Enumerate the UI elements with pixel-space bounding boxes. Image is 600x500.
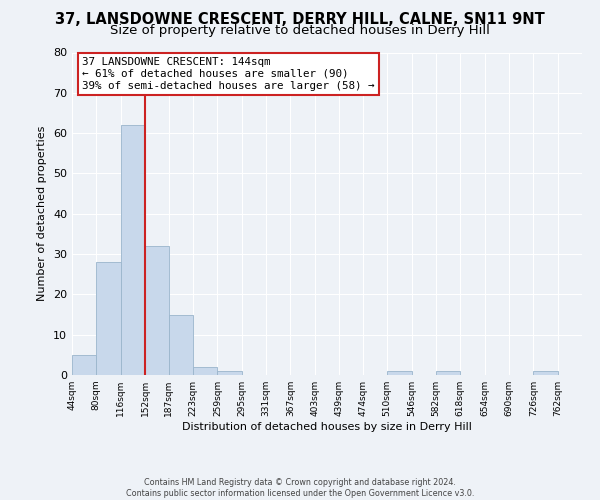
Text: 37, LANSDOWNE CRESCENT, DERRY HILL, CALNE, SN11 9NT: 37, LANSDOWNE CRESCENT, DERRY HILL, CALN…	[55, 12, 545, 28]
Y-axis label: Number of detached properties: Number of detached properties	[37, 126, 47, 302]
Text: 37 LANSDOWNE CRESCENT: 144sqm
← 61% of detached houses are smaller (90)
39% of s: 37 LANSDOWNE CRESCENT: 144sqm ← 61% of d…	[82, 58, 374, 90]
Text: Size of property relative to detached houses in Derry Hill: Size of property relative to detached ho…	[110, 24, 490, 37]
Bar	[533, 371, 557, 375]
Bar	[436, 371, 460, 375]
X-axis label: Distribution of detached houses by size in Derry Hill: Distribution of detached houses by size …	[182, 422, 472, 432]
Bar	[217, 371, 242, 375]
Bar	[72, 355, 97, 375]
Bar	[97, 262, 121, 375]
Text: Contains HM Land Registry data © Crown copyright and database right 2024.
Contai: Contains HM Land Registry data © Crown c…	[126, 478, 474, 498]
Bar	[121, 125, 145, 375]
Bar	[145, 246, 169, 375]
Bar	[387, 371, 412, 375]
Bar	[169, 314, 193, 375]
Bar	[193, 367, 217, 375]
